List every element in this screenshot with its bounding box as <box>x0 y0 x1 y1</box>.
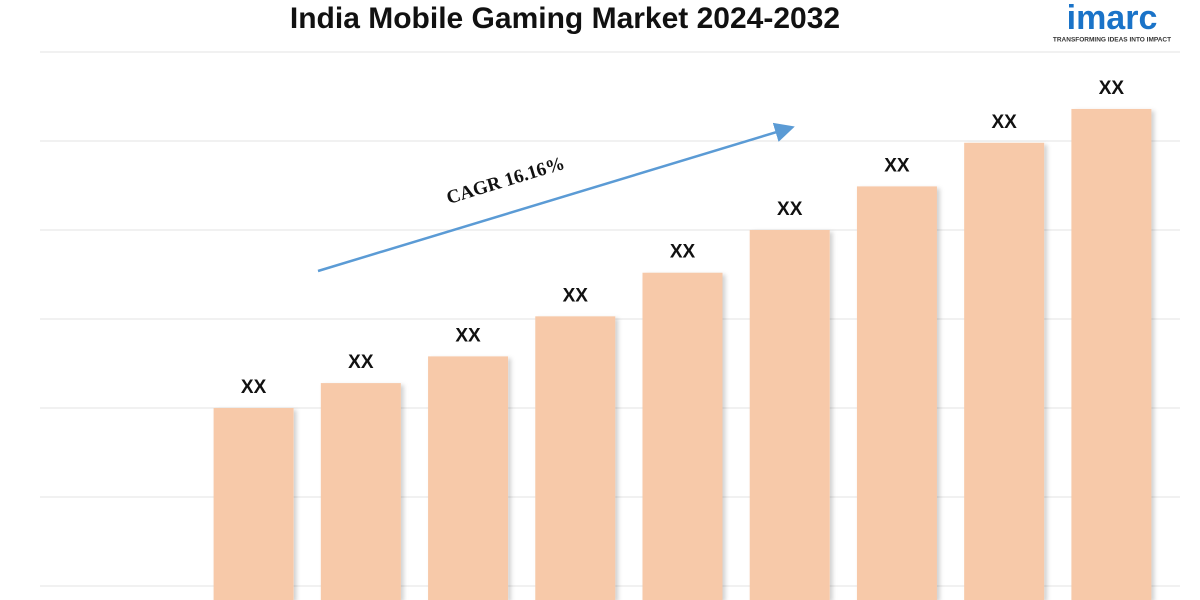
chart-title: India Mobile Gaming Market 2024-2032 <box>290 2 840 35</box>
bar <box>642 272 723 600</box>
value-label: XX <box>1099 78 1125 99</box>
logo: imarc TRANSFORMING IDEAS INTO IMPACT <box>1053 0 1171 44</box>
bar <box>856 186 937 600</box>
value-label: XX <box>670 242 696 263</box>
value-label: XX <box>991 112 1017 133</box>
cagr-arrow <box>317 122 795 273</box>
bar <box>535 316 616 600</box>
logo-tagline: TRANSFORMING IDEAS INTO IMPACT <box>1053 37 1171 44</box>
value-label: XX <box>455 325 481 346</box>
bar <box>749 230 830 600</box>
bar <box>213 408 294 600</box>
value-label: XX <box>348 352 374 373</box>
bar <box>964 142 1045 600</box>
value-label: XX <box>563 285 589 306</box>
value-label: XX <box>777 199 803 220</box>
bar <box>428 356 509 600</box>
bar <box>320 383 401 600</box>
value-label: XX <box>241 377 267 398</box>
logo-name: imarc <box>1067 0 1158 37</box>
value-label: XX <box>884 155 910 176</box>
bars: XX XX XX XX XX XX XX XX XX <box>213 78 1152 600</box>
bar <box>1071 108 1152 600</box>
